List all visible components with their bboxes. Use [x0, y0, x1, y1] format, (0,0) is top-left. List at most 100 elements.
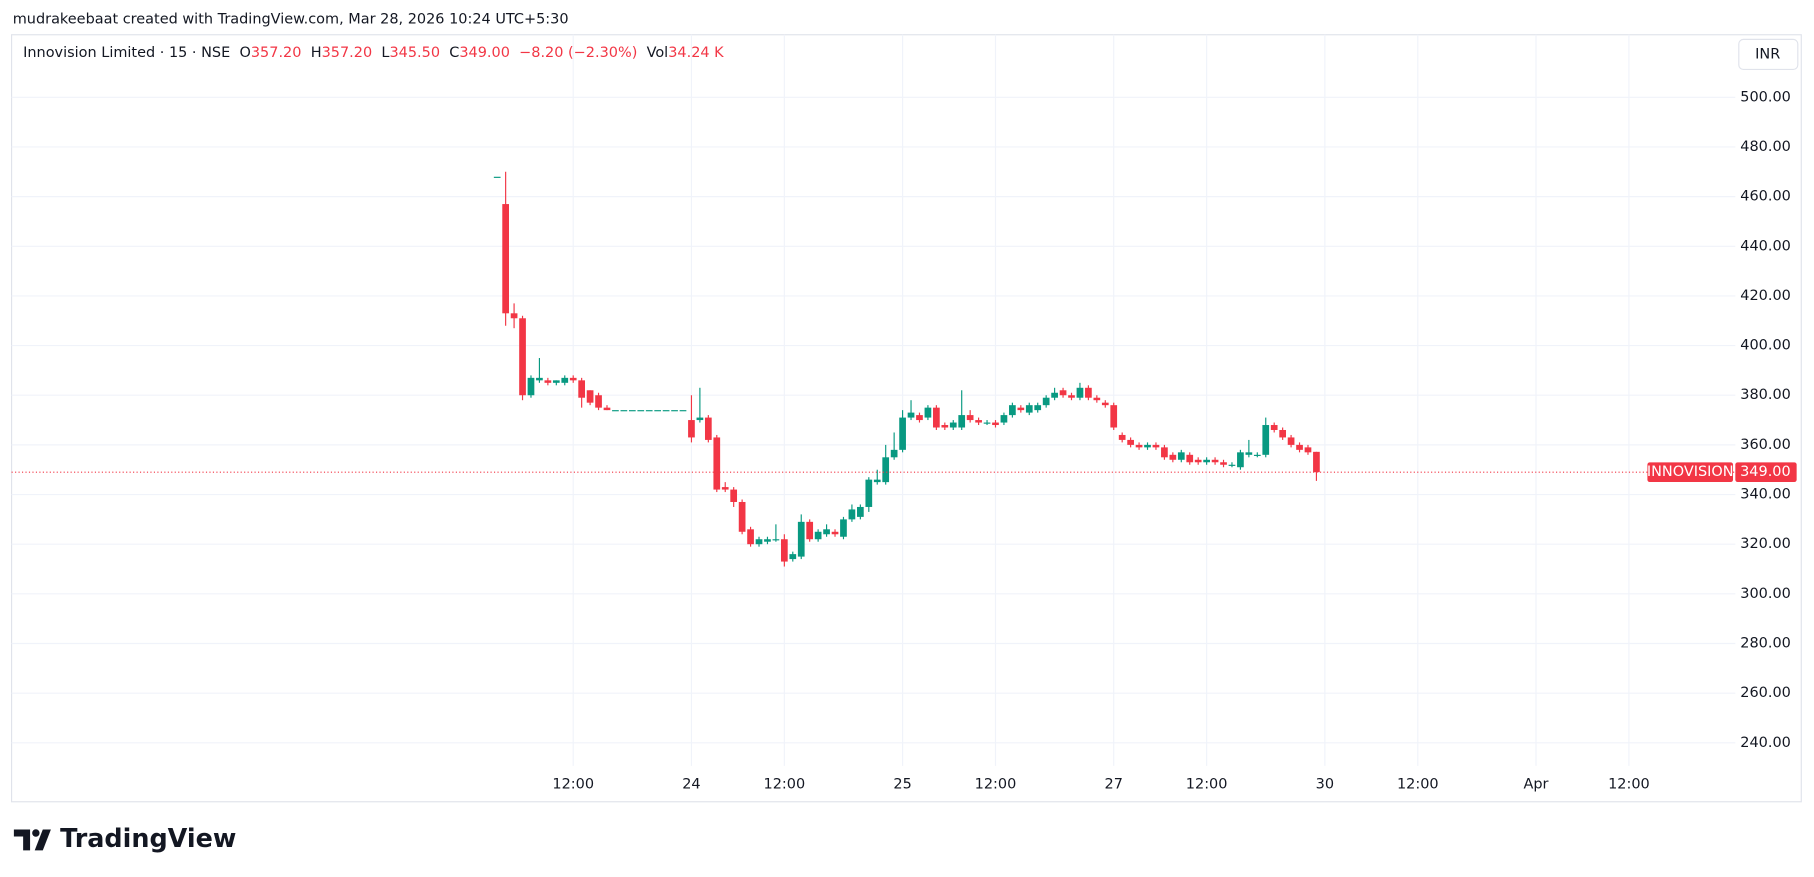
candle-body	[941, 425, 949, 428]
candles	[11, 171, 1736, 567]
candle-body	[569, 377, 577, 381]
candle-body	[992, 422, 999, 426]
candle-body	[1194, 459, 1202, 463]
candle-body	[1000, 415, 1008, 423]
candle-body	[1253, 454, 1261, 456]
currency[interactable]: INR	[1755, 46, 1780, 62]
price-tag-box	[1647, 462, 1734, 483]
candle-body	[1118, 434, 1126, 440]
candle-body	[688, 420, 695, 438]
candle-body	[578, 380, 586, 398]
candle-body	[696, 417, 704, 421]
candle-body	[789, 554, 797, 560]
candle-body	[662, 410, 670, 412]
candle-body	[1042, 397, 1050, 406]
open-value: 357.20	[251, 45, 302, 61]
candle-body	[857, 506, 864, 517]
candle-body	[544, 380, 552, 383]
candle-body	[1203, 459, 1210, 463]
candle-body	[620, 410, 628, 412]
candle-body	[713, 437, 721, 490]
candle-body	[730, 489, 738, 502]
candle-body	[1144, 444, 1151, 448]
y-tick-label: 380.00	[1740, 387, 1791, 403]
candle-body	[1051, 392, 1058, 398]
y-tick-label: 260.00	[1740, 685, 1791, 701]
y-tick-label: 320.00	[1740, 536, 1791, 552]
candle-body	[1034, 405, 1042, 411]
brand: TradingView	[60, 824, 236, 854]
candle-body	[764, 539, 771, 542]
candle-body	[1296, 444, 1303, 450]
candle-body	[1059, 390, 1067, 396]
x-tick-label: 12:00	[764, 776, 806, 792]
candle-body	[561, 377, 569, 383]
y-tick-label: 280.00	[1740, 636, 1791, 652]
y-tick-label: 420.00	[1740, 288, 1791, 304]
candle-body	[933, 407, 940, 428]
x-tick-label: 12:00	[1186, 776, 1228, 792]
x-tick-label: 12:00	[1608, 776, 1650, 792]
candle-body	[1169, 454, 1177, 460]
candle-body	[721, 487, 729, 490]
h-label: H	[311, 45, 322, 61]
c-label: C	[449, 45, 459, 61]
y-tick-label: 300.00	[1740, 586, 1791, 602]
candle-body	[595, 395, 602, 408]
candle-body	[924, 407, 932, 418]
candle-body	[1025, 405, 1033, 413]
candle-body	[1228, 464, 1236, 466]
candle-body	[1076, 387, 1084, 398]
candle-body	[510, 313, 518, 319]
y-tick-label: 240.00	[1740, 735, 1791, 751]
currency-button[interactable]	[1738, 38, 1799, 71]
candle-body	[983, 422, 991, 424]
candle-body	[586, 390, 594, 403]
candle-body	[738, 501, 746, 532]
y-tick-label: 480.00	[1740, 139, 1791, 155]
candle-body	[1313, 451, 1320, 473]
candle-body	[1220, 462, 1227, 465]
candle-body	[772, 539, 780, 541]
candle-body	[645, 410, 653, 412]
candle-body	[873, 479, 881, 483]
candle-body	[1245, 452, 1253, 455]
legend: Innovision Limited · 15 · NSE O357.20 H3…	[23, 45, 724, 61]
candle-body	[1068, 395, 1075, 398]
price-label-box	[1735, 462, 1797, 483]
x-tick-label: 25	[893, 776, 911, 792]
volume: 34.24 K	[668, 45, 724, 61]
candle-body	[628, 410, 636, 412]
l-label: L	[381, 45, 389, 61]
candle-body	[1237, 452, 1244, 468]
x-tick-label: 30	[1316, 776, 1334, 792]
candle-body	[654, 410, 662, 412]
candle-body	[637, 410, 645, 412]
x-tick-label: 12:00	[975, 776, 1017, 792]
candle-body	[1093, 397, 1101, 401]
candle-body	[1101, 402, 1109, 406]
candle-body	[671, 410, 678, 412]
candle-body	[502, 204, 509, 314]
candle-body	[1110, 405, 1118, 428]
candle-body	[1211, 459, 1219, 463]
y-tick-label: 440.00	[1740, 238, 1791, 254]
candle-body	[890, 449, 898, 458]
candle-body	[519, 318, 526, 396]
candle-body	[603, 407, 611, 411]
candle-body	[1161, 447, 1168, 458]
x-tick-label: 24	[682, 776, 700, 792]
candle-body	[704, 417, 712, 440]
candle-body	[552, 380, 560, 383]
candle-body	[882, 457, 890, 483]
candle-body	[1279, 429, 1286, 438]
grid	[11, 34, 1736, 766]
x-tick-label: 27	[1105, 776, 1123, 792]
candle-body	[747, 529, 754, 545]
candle-body	[1186, 454, 1194, 463]
candle-body	[527, 377, 535, 396]
candle-body	[1177, 452, 1185, 460]
high-value: 357.20	[322, 45, 373, 61]
chart-frame	[10, 34, 1802, 803]
